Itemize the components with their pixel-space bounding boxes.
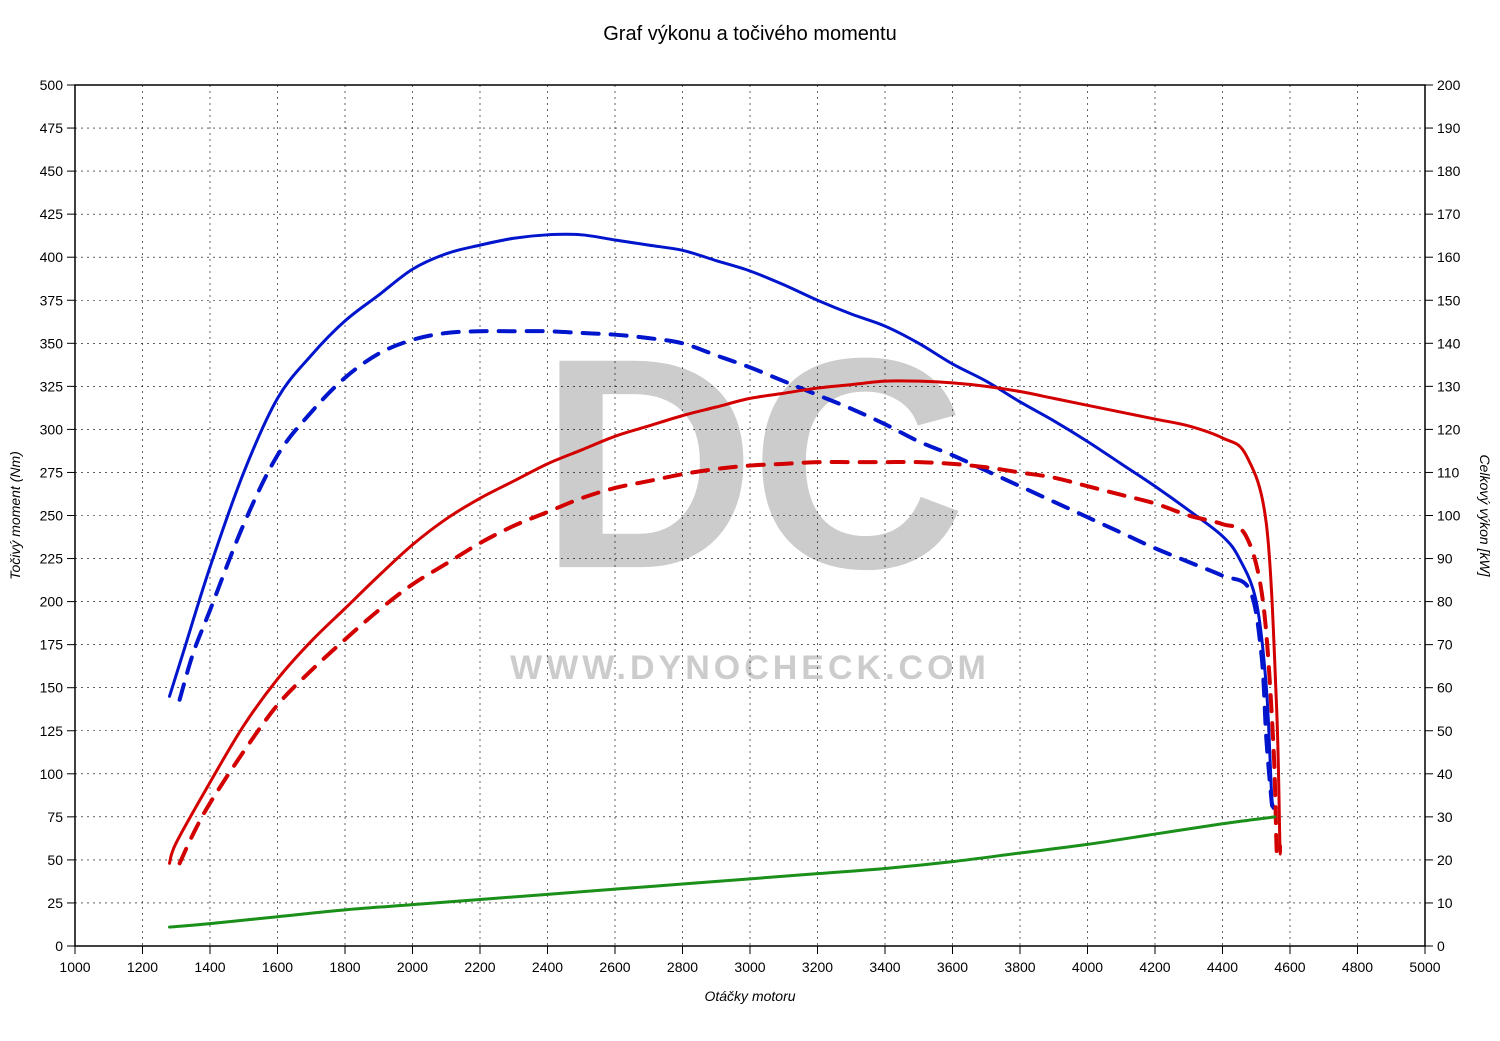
x-tick-label: 2000: [397, 959, 428, 975]
y-right-tick-label: 90: [1437, 551, 1453, 567]
x-tick-label: 4600: [1274, 959, 1305, 975]
x-tick-label: 2800: [667, 959, 698, 975]
x-tick-label: 1400: [194, 959, 225, 975]
y-left-axis-label: Točivý moment (Nm): [7, 451, 23, 580]
y-left-tick-label: 400: [40, 249, 64, 265]
x-tick-label: 1000: [59, 959, 90, 975]
y-right-tick-label: 70: [1437, 637, 1453, 653]
y-left-tick-label: 450: [40, 163, 64, 179]
x-tick-label: 1200: [127, 959, 158, 975]
x-tick-label: 3000: [734, 959, 765, 975]
y-left-tick-label: 225: [40, 551, 64, 567]
y-left-tick-label: 0: [55, 938, 63, 954]
x-tick-label: 2400: [532, 959, 563, 975]
y-right-tick-label: 140: [1437, 335, 1461, 351]
x-tick-label: 3400: [869, 959, 900, 975]
y-right-tick-label: 200: [1437, 77, 1461, 93]
y-left-tick-label: 325: [40, 378, 64, 394]
y-left-tick-label: 375: [40, 292, 64, 308]
y-left-tick-label: 25: [47, 895, 63, 911]
y-right-tick-label: 80: [1437, 594, 1453, 610]
y-right-tick-label: 30: [1437, 809, 1453, 825]
y-left-tick-label: 100: [40, 766, 64, 782]
y-left-tick-label: 300: [40, 421, 64, 437]
y-left-tick-label: 200: [40, 594, 64, 610]
power-torque-chart: DCWWW.DYNOCHECK.COM100012001400160018002…: [0, 0, 1500, 1041]
y-right-tick-label: 100: [1437, 508, 1461, 524]
x-tick-label: 4400: [1207, 959, 1238, 975]
y-right-tick-label: 130: [1437, 378, 1461, 394]
x-tick-label: 3600: [937, 959, 968, 975]
y-left-tick-label: 425: [40, 206, 64, 222]
x-tick-label: 3800: [1004, 959, 1035, 975]
y-right-tick-label: 170: [1437, 206, 1461, 222]
y-right-tick-label: 150: [1437, 292, 1461, 308]
y-right-axis-label: Celkový výkon [kW]: [1477, 454, 1493, 577]
x-tick-label: 1600: [262, 959, 293, 975]
y-left-tick-label: 50: [47, 852, 63, 868]
y-left-tick-label: 250: [40, 508, 64, 524]
x-tick-label: 4000: [1072, 959, 1103, 975]
y-left-tick-label: 175: [40, 637, 64, 653]
y-right-tick-label: 190: [1437, 120, 1461, 136]
x-tick-label: 2600: [599, 959, 630, 975]
y-right-tick-label: 120: [1437, 421, 1461, 437]
y-right-tick-label: 20: [1437, 852, 1453, 868]
y-right-tick-label: 40: [1437, 766, 1453, 782]
y-right-tick-label: 0: [1437, 938, 1445, 954]
y-right-tick-label: 50: [1437, 723, 1453, 739]
x-tick-label: 3200: [802, 959, 833, 975]
y-left-tick-label: 275: [40, 464, 64, 480]
y-left-tick-label: 75: [47, 809, 63, 825]
x-tick-label: 2200: [464, 959, 495, 975]
y-left-tick-label: 125: [40, 723, 64, 739]
x-tick-label: 4800: [1342, 959, 1373, 975]
y-left-tick-label: 500: [40, 77, 64, 93]
x-tick-label: 5000: [1409, 959, 1440, 975]
chart-title: Graf výkonu a točivého momentu: [603, 23, 896, 45]
y-left-tick-label: 150: [40, 680, 64, 696]
chart-root: DCWWW.DYNOCHECK.COM100012001400160018002…: [0, 0, 1500, 1041]
x-tick-label: 4200: [1139, 959, 1170, 975]
y-right-tick-label: 10: [1437, 895, 1453, 911]
y-left-tick-label: 350: [40, 335, 64, 351]
y-left-tick-label: 475: [40, 120, 64, 136]
y-right-tick-label: 110: [1437, 464, 1460, 480]
x-axis-label: Otáčky motoru: [704, 988, 795, 1004]
x-tick-label: 1800: [329, 959, 360, 975]
y-right-tick-label: 60: [1437, 680, 1453, 696]
watermark: DCWWW.DYNOCHECK.COM: [510, 295, 990, 687]
y-right-tick-label: 160: [1437, 249, 1461, 265]
y-right-tick-label: 180: [1437, 163, 1461, 179]
